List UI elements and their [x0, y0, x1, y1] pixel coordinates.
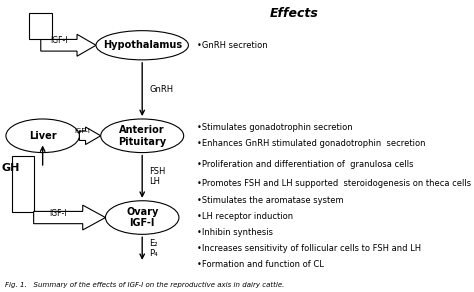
- Text: FSH
LH: FSH LH: [149, 167, 166, 186]
- Text: •Promotes FSH and LH supported  steroidogenesis on theca cells: •Promotes FSH and LH supported steroidog…: [197, 179, 471, 188]
- Ellipse shape: [100, 119, 183, 152]
- Text: GH: GH: [1, 163, 19, 173]
- Text: E₂
P₄: E₂ P₄: [149, 239, 158, 258]
- Text: •Enhances GnRH stimulated gonadotrophin  secretion: •Enhances GnRH stimulated gonadotrophin …: [197, 139, 425, 147]
- Text: •Increases sensitivity of follicular cells to FSH and LH: •Increases sensitivity of follicular cel…: [197, 244, 421, 253]
- Text: IGF-I: IGF-I: [74, 128, 91, 134]
- Text: •Inhibin synthesis: •Inhibin synthesis: [197, 228, 273, 237]
- Polygon shape: [41, 34, 96, 56]
- Text: •Stimulates gonadotrophin secretion: •Stimulates gonadotrophin secretion: [197, 123, 352, 131]
- Text: GnRH: GnRH: [149, 85, 173, 94]
- Polygon shape: [12, 156, 34, 212]
- Text: IGF-I: IGF-I: [50, 36, 68, 45]
- Text: •Proliferation and differentiation of  granulosa cells: •Proliferation and differentiation of gr…: [197, 161, 413, 169]
- Polygon shape: [34, 205, 105, 230]
- Polygon shape: [79, 127, 100, 145]
- Text: Liver: Liver: [29, 131, 56, 141]
- Text: •GnRH secretion: •GnRH secretion: [197, 41, 267, 50]
- Text: •Formation and function of CL: •Formation and function of CL: [197, 260, 324, 269]
- Polygon shape: [29, 13, 52, 39]
- Ellipse shape: [96, 31, 188, 60]
- Text: Ovary
IGF-I: Ovary IGF-I: [126, 207, 158, 228]
- Text: Effects: Effects: [269, 7, 319, 20]
- Text: IGF-I: IGF-I: [49, 209, 67, 218]
- Text: •LH receptor induction: •LH receptor induction: [197, 212, 293, 221]
- Ellipse shape: [105, 201, 179, 234]
- Text: Hypothalamus: Hypothalamus: [103, 40, 182, 50]
- Ellipse shape: [6, 119, 79, 152]
- Text: •Stimulates the aromatase system: •Stimulates the aromatase system: [197, 196, 343, 204]
- Text: Fig. 1.   Summary of the effects of IGF-I on the reproductive axis in dairy catt: Fig. 1. Summary of the effects of IGF-I …: [5, 282, 284, 288]
- Text: Anterior
Pituitary: Anterior Pituitary: [118, 125, 166, 147]
